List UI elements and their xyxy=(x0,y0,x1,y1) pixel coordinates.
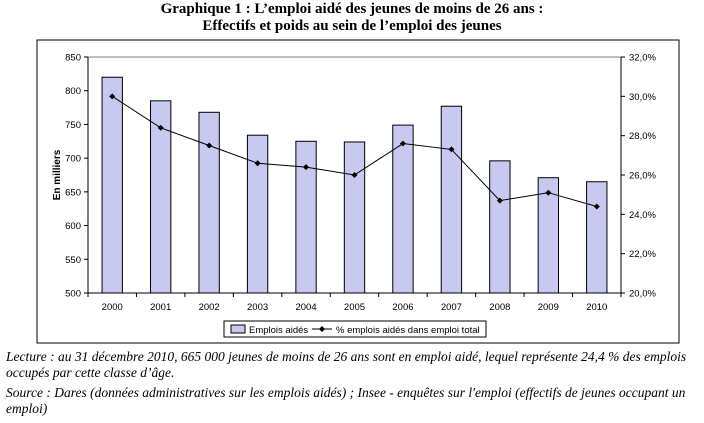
chart: 500 550 600 650 700 750 800 850 20,0% 22,0% 24,0%… xyxy=(36,39,680,344)
chart-title-line-1: Graphique 1 : L’emploi aidé des jeunes d… xyxy=(160,1,544,17)
right-axis: 20,0% 22,0% 24,0% 26,0% 28,0% 30,0% 32,0% xyxy=(620,53,656,300)
x-tick-label: 2001 xyxy=(150,302,171,313)
right-tick-label: 28,0% xyxy=(629,131,656,142)
bar xyxy=(440,105,463,294)
left-tick-label: 550 xyxy=(65,255,81,266)
line-series xyxy=(109,93,600,210)
x-tick-label: 2003 xyxy=(247,302,268,313)
legend-line-label: % emplois aidés dans emploi total xyxy=(336,325,480,336)
line-point xyxy=(496,197,503,204)
x-tick-label: 2006 xyxy=(392,302,413,313)
left-axis: 500 550 600 650 700 750 800 850 xyxy=(65,53,89,300)
bar xyxy=(586,181,608,294)
x-tick-label: 2005 xyxy=(344,302,365,313)
x-tick-label: 2008 xyxy=(489,302,510,313)
bar xyxy=(343,141,366,294)
left-tick-label: 500 xyxy=(65,289,81,300)
x-tick-label: 2004 xyxy=(295,302,316,313)
left-tick-label: 700 xyxy=(65,154,81,165)
right-tick-label: 32,0% xyxy=(629,53,656,64)
bar xyxy=(295,140,317,294)
legend-bar-label: Emplois aidés xyxy=(249,325,308,336)
line-point xyxy=(109,93,116,100)
right-tick-label: 30,0% xyxy=(629,92,656,103)
x-tick-label: 2002 xyxy=(199,302,220,313)
line-point xyxy=(593,203,600,210)
chart-title-line-2: Effectifs et poids au sein de l’emploi d… xyxy=(202,18,502,34)
bar xyxy=(150,100,172,294)
line-point xyxy=(545,189,552,196)
legend-box xyxy=(223,320,487,338)
bar xyxy=(537,177,559,294)
right-tick-label: 26,0% xyxy=(629,171,656,182)
right-tick-label: 24,0% xyxy=(629,210,656,221)
right-tick-label: 22,0% xyxy=(629,249,656,260)
bar xyxy=(392,124,414,294)
source-note: Source : Dares (données administratives … xyxy=(6,385,686,416)
y-axis-label: En milliers xyxy=(52,149,63,200)
x-tick-label: 2000 xyxy=(102,302,123,313)
bar xyxy=(246,134,269,294)
x-axis: 2000 2001 2002 2003 2004 2005 2006 2007 2008 2009… xyxy=(87,292,622,313)
left-tick-label: 850 xyxy=(65,53,81,64)
left-tick-label: 600 xyxy=(65,221,81,232)
legend: Emplois aidés % emplois aidés dans emplo… xyxy=(223,320,487,338)
line-point xyxy=(303,164,310,171)
line-point xyxy=(157,124,164,131)
bar xyxy=(198,111,220,294)
left-tick-label: 750 xyxy=(65,120,81,131)
legend-bar-swatch xyxy=(230,324,246,334)
line-point xyxy=(254,160,261,167)
lecture-note: Lecture : au 31 décembre 2010, 665 000 j… xyxy=(6,349,687,380)
bar xyxy=(489,160,511,294)
x-tick-label: 2010 xyxy=(586,302,607,313)
line-point xyxy=(448,146,455,153)
bar-series xyxy=(101,76,608,294)
left-tick-label: 650 xyxy=(65,187,81,198)
line-point xyxy=(399,140,406,147)
x-tick-label: 2009 xyxy=(538,302,559,313)
x-tick-label: 2007 xyxy=(441,302,462,313)
line-point xyxy=(351,172,358,178)
bar xyxy=(101,76,123,294)
right-tick-label: 20,0% xyxy=(629,289,656,300)
left-tick-label: 800 xyxy=(65,86,81,97)
legend-line-marker xyxy=(319,326,325,332)
line-point xyxy=(206,142,213,149)
